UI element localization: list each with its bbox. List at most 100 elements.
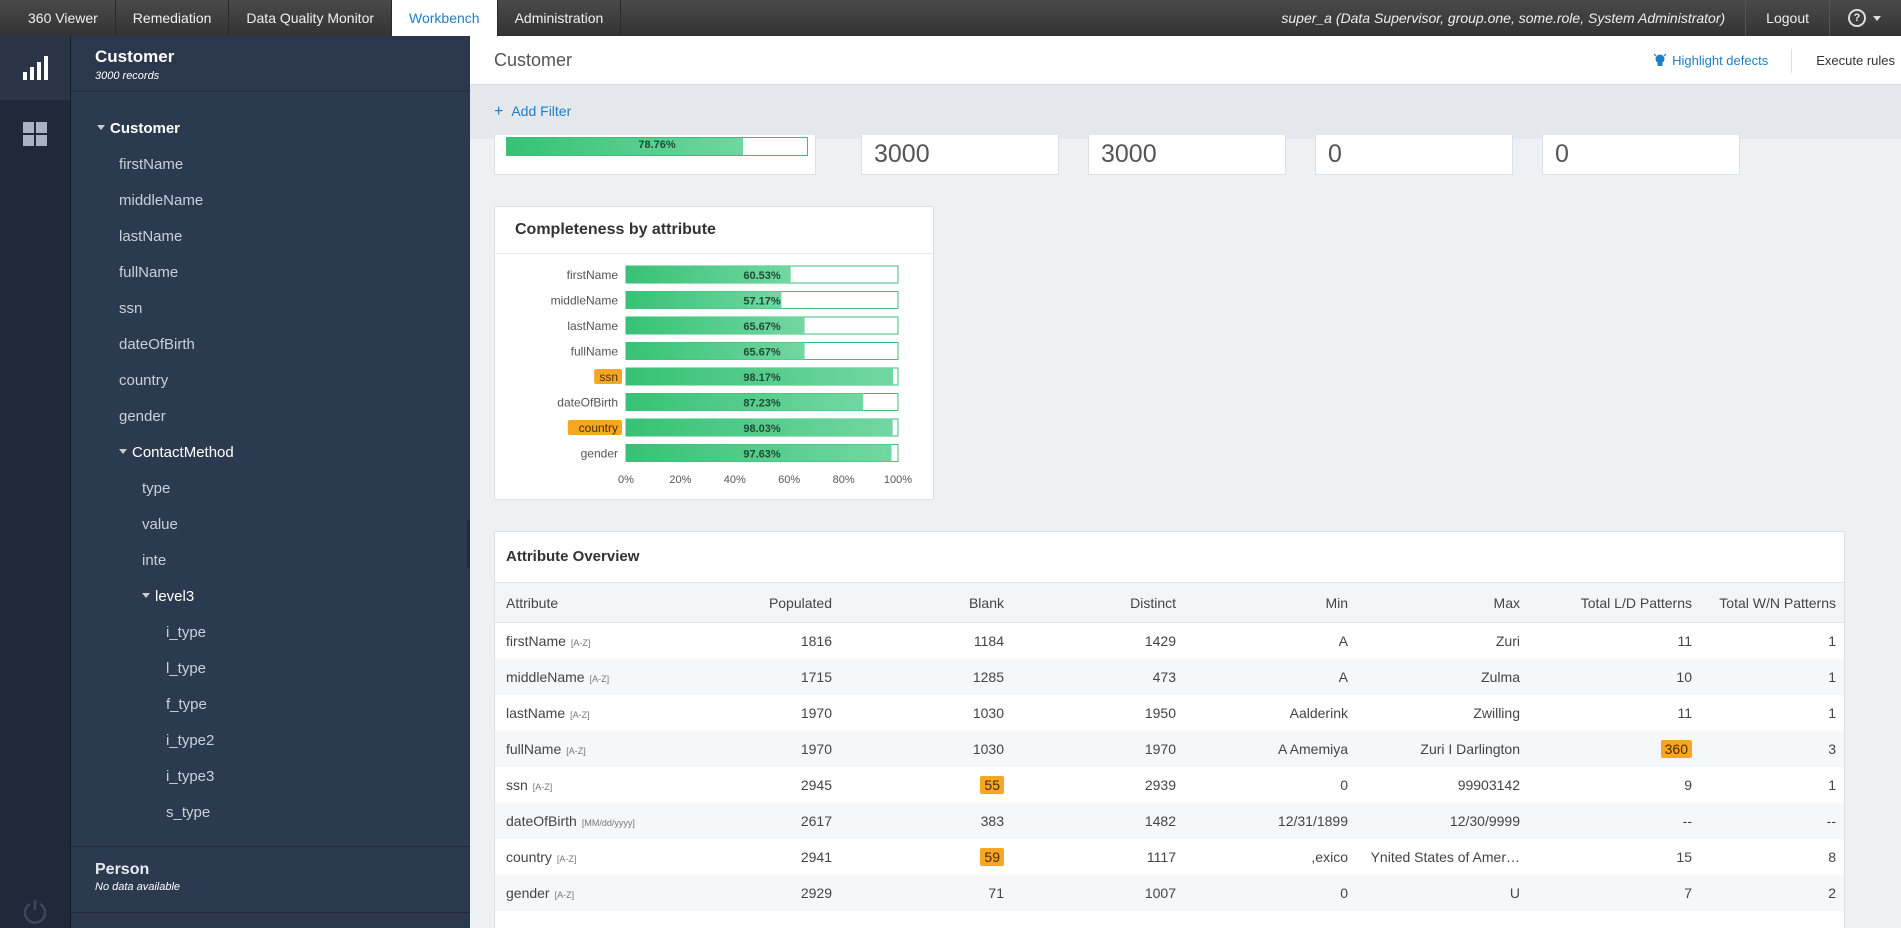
- col-max[interactable]: Max: [1348, 582, 1520, 623]
- tab-data-quality-monitor[interactable]: Data Quality Monitor: [229, 0, 393, 36]
- col-distinct[interactable]: Distinct: [1004, 582, 1176, 623]
- cell-attribute: firstName [A-Z]: [495, 622, 660, 659]
- cell-populated: 2617: [660, 802, 832, 839]
- bar: [626, 368, 894, 385]
- tree-leaf[interactable]: lastName: [119, 228, 182, 245]
- tree-node-label: type: [142, 480, 171, 497]
- table-row[interactable]: lastName [A-Z] 1970 1030 1950 Aalderink Zwilli…: [495, 694, 1844, 731]
- add-filter-label: Add Filter: [511, 103, 572, 119]
- bar-value-label: 65.67%: [743, 347, 781, 359]
- tree-leaf[interactable]: value: [142, 516, 178, 533]
- cell-distinct: 1007: [1004, 874, 1176, 911]
- highlight-defects-button[interactable]: Highlight defects: [1654, 48, 1793, 73]
- attribute-overview-title: Attribute Overview: [506, 548, 640, 565]
- tree-leaf[interactable]: gender: [119, 408, 166, 425]
- tree-branch[interactable]: ContactMethod: [119, 444, 234, 461]
- tab-360-viewer[interactable]: 360 Viewer: [0, 0, 116, 36]
- tab-workbench[interactable]: Workbench: [392, 0, 498, 36]
- tree-footer-person[interactable]: Person No data available: [71, 846, 470, 912]
- grid-icon[interactable]: [20, 119, 50, 149]
- attribute-format: [A-Z]: [556, 853, 577, 864]
- x-tick-label: 20%: [669, 474, 691, 486]
- tree-node-label: gender: [119, 408, 166, 425]
- table-row[interactable]: ssn [A-Z] 2945 55 2939 0 99903142 9 1: [495, 766, 1844, 803]
- col-populated[interactable]: Populated: [660, 582, 832, 623]
- help-menu[interactable]: ?: [1830, 9, 1901, 27]
- table-row[interactable]: middleName [A-Z] 1715 1285 473 A Zulma 10 1: [495, 658, 1844, 695]
- tree-leaf[interactable]: i_type2: [166, 732, 214, 749]
- table-row[interactable]: country [A-Z] 2941 59 1117 ,exico Ynited State…: [495, 838, 1844, 875]
- tree-leaf[interactable]: ssn: [119, 300, 142, 317]
- col-total-ld-patterns[interactable]: Total L/D Patterns: [1520, 582, 1692, 623]
- tree-leaf[interactable]: i_type3: [166, 768, 214, 785]
- category-label: ssn: [599, 370, 618, 384]
- cell-ld-value: 7: [1684, 884, 1692, 901]
- bar-chart-icon[interactable]: [20, 53, 50, 83]
- tree-branch[interactable]: level3: [142, 588, 194, 605]
- cell-min: 0: [1176, 766, 1348, 803]
- execute-rules-button[interactable]: Execute rules: [1816, 53, 1895, 68]
- tree-leaf[interactable]: f_type: [166, 696, 207, 713]
- completeness-chart: 60.53% firstName 57.17% middleName 65.67% las…: [551, 265, 912, 486]
- add-filter-button[interactable]: + Add Filter: [494, 103, 571, 121]
- tree-node-label: ssn: [119, 300, 143, 317]
- cell-blank-value: 55: [980, 775, 1004, 794]
- col-attribute[interactable]: Attribute: [495, 582, 660, 623]
- tab-administration[interactable]: Administration: [498, 0, 622, 36]
- table-row[interactable]: dateOfBirth [MM/dd/yyyy] 2617 383 1482 12/31/…: [495, 802, 1844, 839]
- tree-header[interactable]: Customer 3000 records: [71, 36, 470, 92]
- attribute-format: [A-Z]: [589, 673, 610, 684]
- col-total-wn-patterns[interactable]: Total W/N Patterns: [1692, 582, 1844, 623]
- bar: [626, 291, 782, 309]
- tree-node-label: dateOfBirth: [119, 336, 195, 353]
- top-nav: 360 Viewer Remediation Data Quality Moni…: [0, 0, 1901, 36]
- tree-footer-divider: [71, 912, 470, 928]
- tree-node-label: lastName: [119, 228, 183, 245]
- table-row[interactable]: fullName [A-Z] 1970 1030 1970 A Amemiya Zuri I…: [495, 730, 1844, 767]
- bar-value-label: 97.63%: [743, 449, 781, 461]
- tree-leaf[interactable]: s_type: [166, 804, 210, 821]
- tree-branch[interactable]: Customer: [97, 120, 180, 137]
- caret-down-icon: [119, 448, 127, 454]
- cell-min-value: A Amemiya: [1277, 740, 1348, 757]
- cell-max-value: Ynited States of Amer…: [1370, 848, 1520, 865]
- tree-leaf[interactable]: middleName: [119, 192, 203, 209]
- col-min[interactable]: Min: [1176, 582, 1348, 623]
- power-icon[interactable]: [20, 896, 50, 926]
- cell-max-value: 99903142: [1457, 776, 1520, 793]
- tree-leaf[interactable]: firstName: [119, 156, 183, 173]
- cell-max-value: Zulma: [1481, 668, 1520, 685]
- cell-wn: 1: [1692, 694, 1844, 731]
- col-blank[interactable]: Blank: [832, 582, 1004, 623]
- tree-leaf[interactable]: country: [119, 372, 168, 389]
- cell-wn-value: 8: [1828, 848, 1836, 865]
- cell-ld: --: [1520, 802, 1692, 839]
- cell-blank: 383: [832, 802, 1004, 839]
- attribute-format: [A-Z]: [570, 637, 591, 648]
- bar-value-label: 65.67%: [743, 321, 781, 333]
- cell-wn: 3: [1692, 730, 1844, 767]
- tree-leaf[interactable]: i_type: [166, 624, 206, 641]
- cell-ld-value: 15: [1676, 848, 1692, 865]
- metric-card: 3000: [1088, 135, 1286, 175]
- tab-remediation[interactable]: Remediation: [116, 0, 230, 36]
- cell-attribute: lastName [A-Z]: [495, 694, 660, 731]
- cell-blank-value: 1030: [972, 740, 1004, 757]
- table-row[interactable]: firstName [A-Z] 1816 1184 1429 A Zuri 11 1: [495, 622, 1844, 659]
- cell-min-value: 0: [1340, 884, 1348, 901]
- tree-leaf[interactable]: l_type: [166, 660, 206, 677]
- bar-value-label: 57.17%: [743, 296, 781, 308]
- tree-leaf[interactable]: type: [142, 480, 170, 497]
- cell-populated: 1970: [660, 730, 832, 767]
- tree-leaf[interactable]: inte: [142, 552, 166, 569]
- table-row[interactable]: gender [A-Z] 2929 71 1007 0 U 7 2: [495, 874, 1844, 911]
- cell-ld: 11: [1520, 622, 1692, 659]
- cell-distinct: 1970: [1004, 730, 1176, 767]
- tree-leaf[interactable]: dateOfBirth: [119, 336, 195, 353]
- cell-blank: 59: [832, 838, 1004, 875]
- cell-min: A: [1176, 658, 1348, 695]
- completeness-chart-card: Completeness by attribute 60.53% firstNam…: [494, 206, 934, 500]
- tree-leaf[interactable]: fullName: [119, 264, 178, 281]
- cell-wn: 1: [1692, 766, 1844, 803]
- logout-link[interactable]: Logout: [1746, 0, 1830, 36]
